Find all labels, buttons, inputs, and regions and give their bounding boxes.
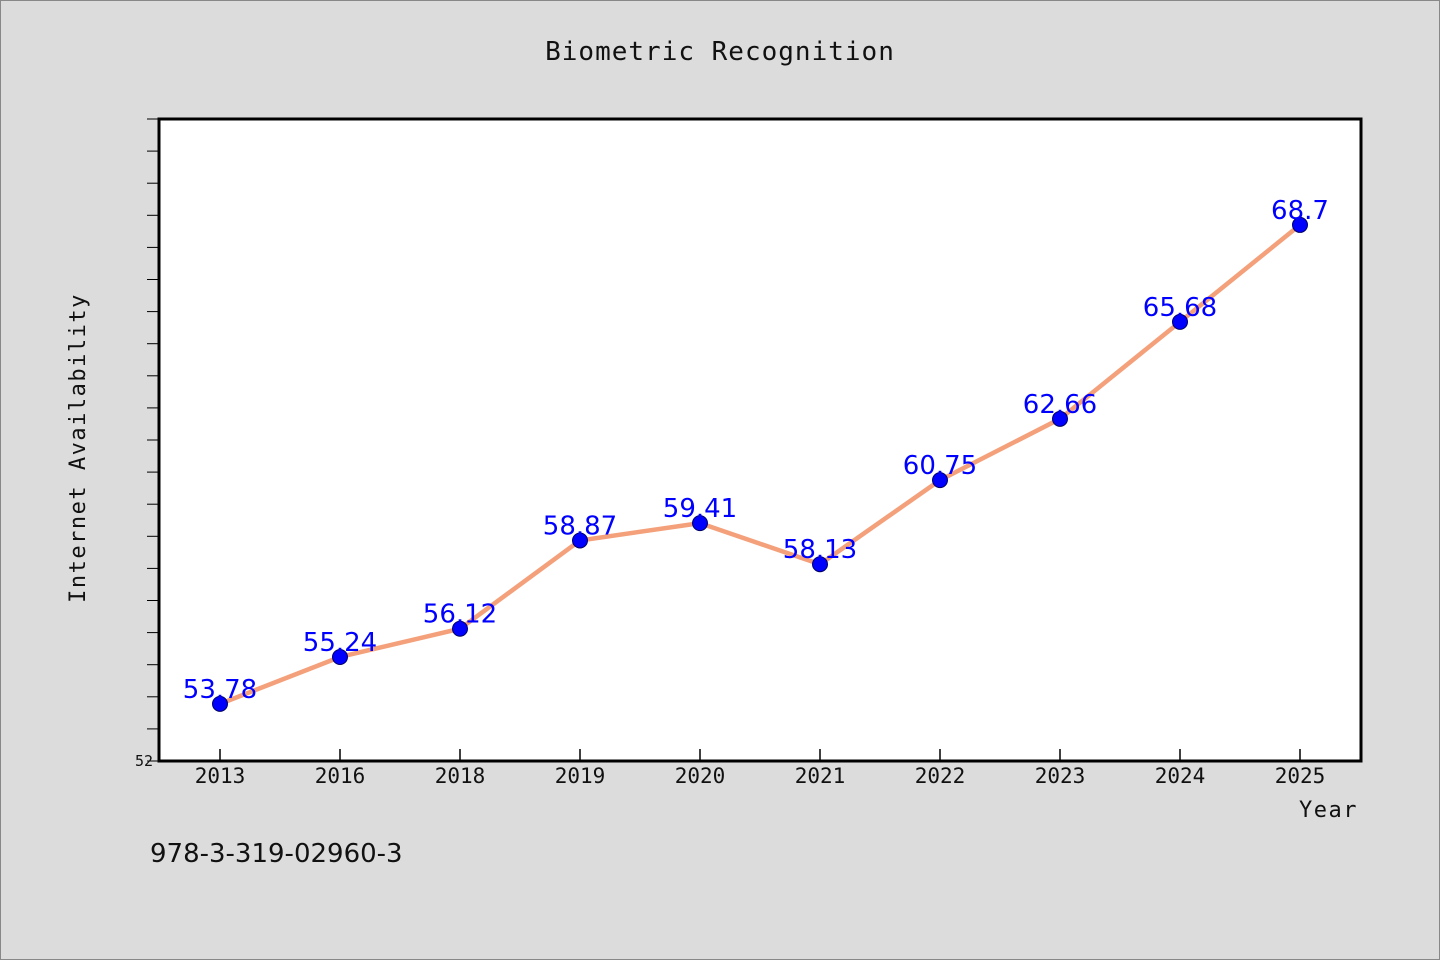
series-line-group xyxy=(217,222,1303,707)
x-tick-label: 2018 xyxy=(435,764,486,788)
data-point xyxy=(692,515,708,532)
data-label: 62.66 xyxy=(1023,390,1097,420)
y-axis-ticks: 52 xyxy=(135,118,159,770)
x-tick-label: 2020 xyxy=(675,764,726,788)
data-point xyxy=(452,620,468,637)
data-point xyxy=(212,695,228,712)
data-label: 58.87 xyxy=(543,511,617,541)
data-point xyxy=(572,532,588,549)
data-point xyxy=(332,648,348,665)
data-point xyxy=(1172,313,1188,330)
y-axis-label: Internet Availability xyxy=(66,293,91,603)
data-labels: 53.78 55.24 56.12 58.87 59.41 58.13 60.75 62.66… xyxy=(183,196,1329,705)
x-axis-label: Year xyxy=(1299,798,1358,823)
x-tick-label: 2019 xyxy=(555,764,606,788)
data-label: 60.75 xyxy=(903,451,977,481)
y-tick-label: 52 xyxy=(135,752,153,770)
data-point xyxy=(812,556,828,573)
data-markers xyxy=(212,216,1308,712)
data-label: 68.7 xyxy=(1271,196,1329,226)
x-tick-label: 2021 xyxy=(795,764,846,788)
data-point xyxy=(1052,410,1068,427)
data-label: 59.41 xyxy=(663,494,737,524)
data-label: 58.13 xyxy=(783,535,857,565)
x-tick-label: 2024 xyxy=(1155,764,1206,788)
x-tick-label: 2025 xyxy=(1275,764,1326,788)
data-point xyxy=(1292,216,1308,233)
series-line xyxy=(217,222,1303,707)
x-tick-label: 2022 xyxy=(915,764,966,788)
x-axis-ticks: 2013 2016 2018 2019 2020 2021 2022 2023 2024 2025 xyxy=(195,749,1326,788)
data-label: 56.12 xyxy=(423,600,497,630)
isbn-annotation: 978-3-319-02960-3 xyxy=(150,839,403,869)
x-tick-label: 2016 xyxy=(315,764,366,788)
chart-title: Biometric Recognition xyxy=(545,37,895,67)
data-label: 55.24 xyxy=(303,628,377,658)
x-tick-label: 2023 xyxy=(1035,764,1086,788)
data-label: 65.68 xyxy=(1143,293,1217,323)
data-label: 53.78 xyxy=(183,675,257,705)
x-tick-label: 2013 xyxy=(195,764,246,788)
data-point xyxy=(932,472,948,489)
